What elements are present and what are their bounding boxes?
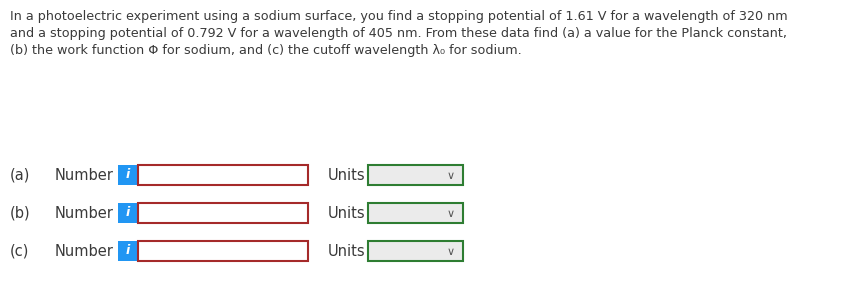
Text: (a): (a)	[10, 167, 30, 182]
Text: (b): (b)	[10, 205, 30, 221]
FancyBboxPatch shape	[368, 165, 463, 185]
Text: Units: Units	[328, 167, 366, 182]
Text: (c): (c)	[10, 244, 29, 259]
Text: Number: Number	[55, 244, 114, 259]
FancyBboxPatch shape	[118, 203, 138, 223]
Text: Number: Number	[55, 205, 114, 221]
Text: i: i	[126, 169, 130, 182]
Text: Units: Units	[328, 244, 366, 259]
Text: Units: Units	[328, 205, 366, 221]
FancyBboxPatch shape	[368, 241, 463, 261]
FancyBboxPatch shape	[138, 241, 308, 261]
Text: and a stopping potential of 0.792 V for a wavelength of 405 nm. From these data : and a stopping potential of 0.792 V for …	[10, 27, 787, 40]
Text: (b) the work function Φ for sodium, and (c) the cutoff wavelength λ₀ for sodium.: (b) the work function Φ for sodium, and …	[10, 44, 521, 57]
FancyBboxPatch shape	[138, 203, 308, 223]
Text: ∨: ∨	[447, 171, 455, 181]
Text: In a photoelectric experiment using a sodium surface, you find a stopping potent: In a photoelectric experiment using a so…	[10, 10, 788, 23]
FancyBboxPatch shape	[118, 165, 138, 185]
Text: i: i	[126, 244, 130, 257]
Text: ∨: ∨	[447, 247, 455, 257]
FancyBboxPatch shape	[138, 165, 308, 185]
FancyBboxPatch shape	[368, 203, 463, 223]
Text: i: i	[126, 207, 130, 219]
Text: Number: Number	[55, 167, 114, 182]
Text: ∨: ∨	[447, 209, 455, 219]
FancyBboxPatch shape	[118, 241, 138, 261]
